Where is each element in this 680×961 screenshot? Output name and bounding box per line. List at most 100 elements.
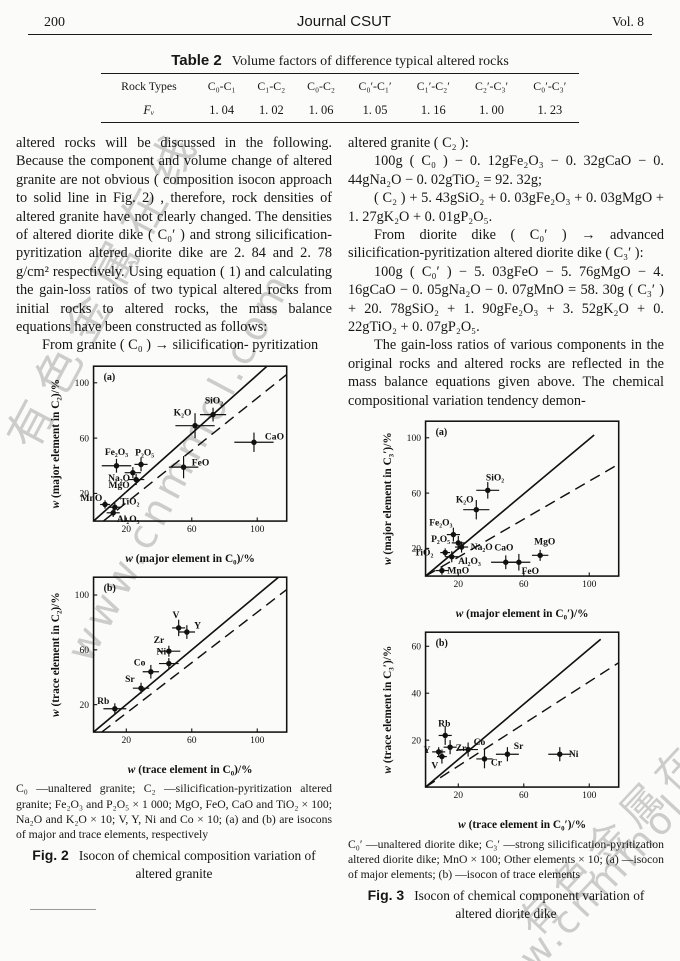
point-label: K₂O: [174, 408, 192, 419]
data-point: Rb: [97, 696, 127, 714]
data-point: SiO₂: [476, 472, 504, 499]
page-content: 200 Journal CSUT Vol. 8 Table 2 Volume fa…: [0, 0, 680, 922]
table-header-cell: C₁′-C₂′: [416, 79, 450, 93]
x-tick-label: 20: [122, 735, 132, 746]
x-tick-label: 100: [582, 790, 597, 801]
table-section: Table 2 Volume factors of difference typi…: [101, 52, 579, 123]
y-tick-label: 60: [79, 645, 89, 656]
fig2-caption-text: Isocon of chemical composition variation…: [78, 848, 316, 881]
data-point: Zr: [154, 635, 181, 657]
y-tick-label: 60: [79, 433, 89, 444]
y-axis-label: w (major element in C₂)/%: [50, 379, 62, 509]
fig2-caption-label: Fig. 2: [32, 847, 69, 864]
point-label: FeO: [522, 566, 540, 577]
point-label: V: [172, 609, 179, 620]
x-axis-label: w (major element in C₀′)/%: [456, 608, 589, 620]
data-point: TiO₂: [108, 496, 140, 512]
table-header-row: Rock Types C₀-C₁ C₁-C₂ C₀-C₂ C₀′-C₁′ C₁′…: [101, 74, 579, 99]
journal-title: Journal CSUT: [296, 13, 392, 30]
table-cell: 1. 02: [258, 103, 284, 117]
point-label: Zr: [154, 635, 165, 646]
body-paragraph: 100g ( C₀′ ) − 5. 03gFeO − 5. 76gMgO − 4…: [348, 263, 664, 336]
table-header-cell: C₀-C₁: [207, 79, 236, 93]
isocon-dashed-line: [102, 373, 287, 521]
x-tick-label: 20: [454, 579, 464, 590]
point-label: Co: [474, 737, 486, 748]
data-point: CaO: [234, 431, 284, 452]
y-tick-label: 100: [75, 378, 90, 389]
panel-label: (a): [104, 372, 116, 383]
y-tick-label: 20: [411, 544, 421, 555]
isocon-solid-line: [425, 638, 602, 787]
data-point: Zr: [443, 739, 467, 755]
isocon-solid-line: [425, 434, 595, 577]
point-label: SiO₂: [205, 396, 223, 407]
point-label: Cr: [491, 757, 503, 768]
data-point: V: [172, 609, 186, 636]
left-column: altered rocks will be discussed in the f…: [16, 134, 332, 922]
point-label: Co: [134, 657, 146, 668]
table-title: Table 2 Volume factors of difference typi…: [101, 52, 579, 70]
point-label: TiO₂: [414, 547, 433, 558]
isocon-solid-line: [93, 366, 268, 521]
table-cell: 1. 23: [537, 103, 563, 117]
table-cell: 1. 06: [308, 103, 334, 117]
fig3b-isocon-chart: 20 60 100 20 40 60 (b) Rb YV Zr Co Cr Sr Ni w (trace e…: [382, 631, 620, 831]
isocon-lines: [93, 576, 287, 732]
table-data-row: Fᵥ 1. 04 1. 02 1. 06 1. 05 1. 16 1. 00 1…: [101, 98, 579, 123]
x-tick-label: 100: [250, 524, 265, 535]
right-column: altered granite ( C₂ ): 100g ( C₀ ) − 0.…: [348, 134, 664, 922]
point-label: Al₂O₃: [458, 556, 481, 567]
fig3-caption-label: Fig. 3: [367, 887, 405, 904]
point-label: Fe₂O₃: [105, 447, 128, 458]
x-tick-label: 60: [187, 735, 197, 746]
y-tick-label: 20: [79, 488, 89, 499]
data-point: TiO₂: [414, 547, 451, 558]
point-label: MgO: [109, 480, 130, 491]
page-header: 200 Journal CSUT Vol. 8: [28, 0, 652, 35]
point-label: MnO: [81, 493, 103, 504]
data-point: Al₂O₃: [106, 508, 140, 525]
body-paragraph: altered granite ( C₂ ):: [348, 135, 469, 151]
x-axis-label: w (trace element in C₀)/%: [128, 764, 253, 776]
point-label: Y: [424, 745, 431, 756]
x-axis-label: w (major element in C₀)/%: [125, 553, 255, 565]
panel-label: (b): [104, 582, 116, 593]
data-point: P₂O₅: [134, 447, 154, 472]
fig3-note: C₀′ —unaltered diorite dike; C₃′ —strong…: [348, 837, 664, 881]
data-point: Co: [134, 657, 160, 679]
point-label: Sr: [514, 741, 524, 752]
fig3a-isocon-chart: 20 60 100 20 60 100 (a) SiO₂ K₂O Fe₂O₃ P₂O₅ Na₂O TiO…: [382, 420, 620, 620]
body-paragraph: From diorite dike ( C₀′ ) → advanced sil…: [348, 227, 664, 262]
body-paragraph: 100g ( C₀ ) − 0. 12gFe₂O₃ − 0. 32gCaO − …: [348, 153, 664, 188]
body-paragraph: The gain-loss ratios of various componen…: [348, 337, 664, 409]
isocon-lines: [93, 366, 287, 521]
two-column-body: altered rocks will be discussed in the f…: [0, 134, 680, 922]
point-label: P₂O₅: [431, 534, 450, 545]
y-axis-label: w (major element in C₃′)/%: [382, 432, 394, 565]
y-axis-label: w (trace element in C₃′)/%: [382, 645, 394, 773]
data-point: Ni: [157, 646, 179, 669]
x-tick-label: 20: [454, 790, 464, 801]
isocon-dashed-line: [425, 661, 619, 787]
x-tick-label: 60: [519, 579, 529, 590]
data-point: CaO: [491, 542, 521, 570]
table-title-text: Volume factors of difference typical alt…: [231, 54, 509, 69]
body-paragraph: From granite ( C₀ ) → silicification- py…: [42, 337, 319, 354]
data-point: Sr: [125, 673, 150, 694]
scan-artifact-line: [30, 908, 96, 911]
x-tick-label: 100: [582, 579, 597, 590]
panel-label: (b): [436, 638, 448, 649]
data-point: Co: [458, 737, 485, 757]
data-point: K₂O: [456, 495, 490, 520]
table-header-cell: C₀′-C₁′: [358, 79, 392, 93]
table-header-cell: C₁-C₂: [257, 79, 286, 93]
point-label: Rb: [97, 696, 109, 707]
table-cell: 1. 04: [209, 103, 235, 117]
x-tick-label: 60: [519, 790, 529, 801]
body-paragraph: ( C₂ ) + 5. 43gSiO₂ + 0. 03gFe₂O₃ + 0. 0…: [348, 190, 664, 225]
fig3-caption: Fig. 3 Isocon of chemical component varia…: [362, 887, 650, 922]
data-point: Rb: [438, 718, 452, 745]
y-tick-label: 20: [411, 735, 421, 746]
data-point: MgO: [531, 536, 555, 561]
